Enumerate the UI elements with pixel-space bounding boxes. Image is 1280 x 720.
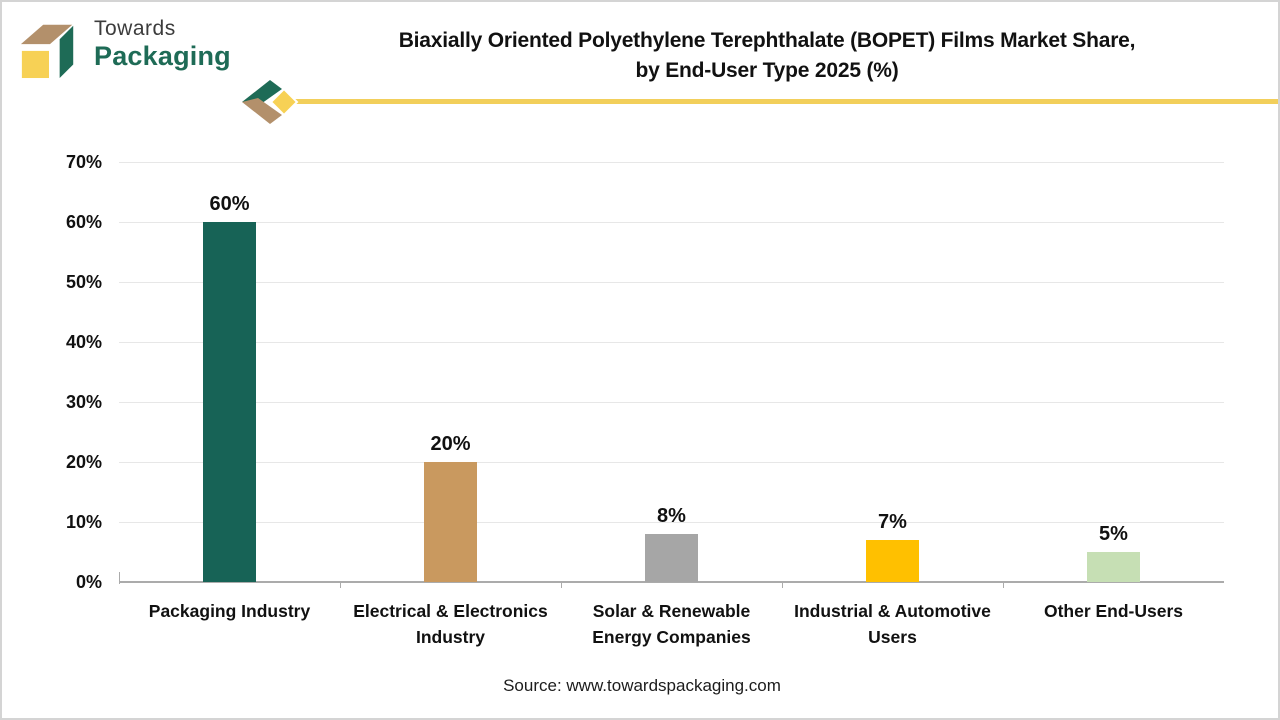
x-axis-category-label: Electrical & Electronics Industry [353,601,548,647]
chart-title: Biaxially Oriented Polyethylene Terephth… [272,26,1262,86]
x-axis-category-label: Industrial & Automotive Users [794,601,991,647]
y-axis-tick-label: 0% [75,572,102,592]
gridline [119,402,1224,403]
bar [203,222,256,582]
y-axis-tick-label: 50% [65,272,102,292]
x-axis-tick [1003,582,1004,588]
chart-title-line2: by End-User Type 2025 (%) [635,59,899,82]
y-axis-tick-label: 70% [65,152,102,172]
bar [645,534,698,582]
bar-value-label: 8% [657,505,686,527]
gridline [119,222,1224,223]
box-logo-icon [20,24,74,79]
logo-word-packaging: Packaging [94,41,231,71]
chart-title-line1: Biaxially Oriented Polyethylene Terephth… [398,29,1136,52]
x-axis-category-label: Other End-Users [1043,601,1184,621]
bar-value-label: 60% [209,193,250,215]
x-axis-tick [340,582,341,588]
bar-value-label: 7% [878,511,907,533]
x-axis-tick [561,582,562,588]
y-axis-tick-label: 60% [65,212,102,232]
y-axis-tick-label: 30% [65,392,102,412]
gridline [119,342,1224,343]
x-axis-category-label: Packaging Industry [148,601,311,621]
gridline [119,462,1224,463]
x-axis-tick [782,582,783,588]
bar [866,540,919,582]
bar-value-label: 5% [1099,523,1128,545]
x-axis-category-label: Solar & Renewable Energy Companies [592,601,751,647]
y-axis-tick-label: 40% [65,332,102,352]
brand-logo-text: Towards Packaging [94,18,231,70]
gridline [119,162,1224,163]
brand-logo: Towards Packaging [18,14,231,82]
x-axis-line [119,581,1224,583]
y-axis-tick-label: 20% [65,452,102,472]
divider-rule [292,99,1278,104]
bar-value-label: 20% [430,433,471,455]
source-note: Source: www.towardspackaging.com [503,676,781,695]
divider-gem-icon [242,80,299,124]
y-axis-tick-label: 10% [65,512,102,532]
bar [1087,552,1140,582]
y-axis-stub [119,572,120,584]
bar [424,462,477,582]
gridline [119,282,1224,283]
gridline [119,522,1224,523]
logo-word-towards: Towards [94,17,176,40]
